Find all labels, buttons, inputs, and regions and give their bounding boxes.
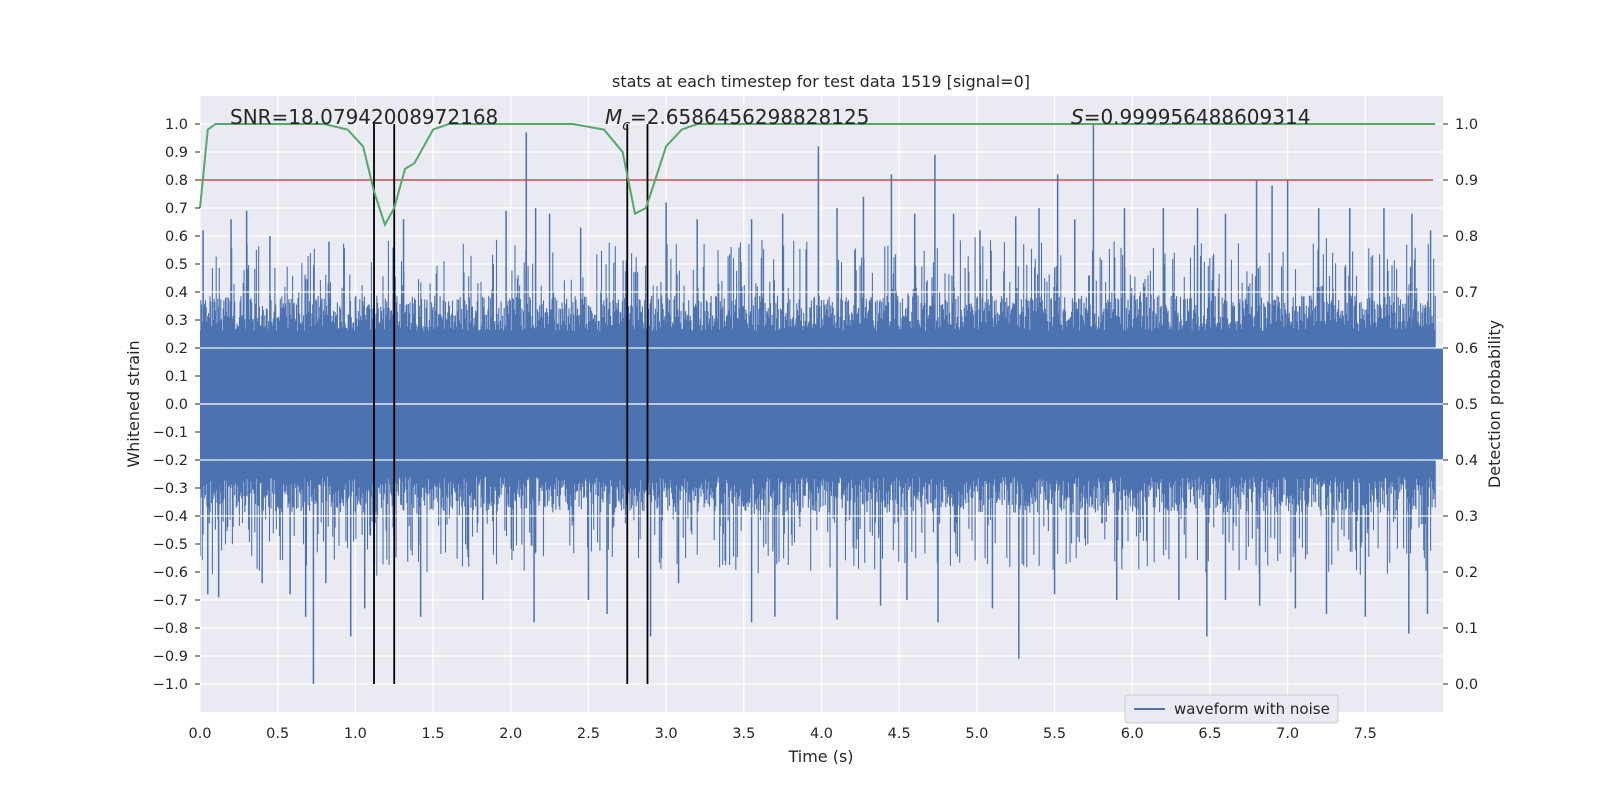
y-tick-label: 0.7	[165, 201, 188, 217]
x-tick-label: 1.0	[344, 726, 367, 742]
x-tick-label: 4.0	[810, 726, 833, 742]
y-tick-label: 0.9	[165, 145, 188, 161]
x-tick-label: 7.5	[1354, 726, 1377, 742]
chirp-mass-value: =2.6586456298828125	[630, 105, 869, 129]
snr-annotation: SNR=18.07942008972168	[230, 105, 498, 129]
x-tick-label: 0.5	[266, 726, 289, 742]
x-tick-label: 2.5	[577, 726, 600, 742]
x-tick-label: 6.5	[1198, 726, 1221, 742]
x-tick-label: 1.5	[422, 726, 445, 742]
score-annotation: S=0.999956488609314	[1071, 105, 1310, 129]
y-axis-label-right: Detection probability	[1485, 320, 1504, 488]
y-right-tick-label: 0.2	[1455, 565, 1478, 581]
y-tick-label: −0.7	[153, 593, 188, 609]
waveform-series	[200, 124, 1443, 684]
y-right-tick-label: 0.5	[1455, 397, 1478, 413]
y-axis-label-left: Whitened strain	[124, 340, 143, 467]
x-tick-label: 2.0	[499, 726, 522, 742]
y-tick-label: 0.5	[165, 257, 188, 273]
waveform-trace	[200, 237, 1436, 576]
x-tick-label: 3.0	[655, 726, 678, 742]
y-right-tick-label: 0.7	[1455, 285, 1478, 301]
y-tick-label: −0.6	[153, 565, 188, 581]
y-tick-label: 0.4	[165, 285, 188, 301]
y-ticks-right: 1.0 0.9 0.8 0.7 0.6 0.5 0.4 0.3 0.2 0.1 0.0	[1443, 117, 1478, 693]
legend: waveform with noise	[1124, 694, 1339, 724]
y-right-tick-label: 0.9	[1455, 173, 1478, 189]
x-tick-label: 3.5	[732, 726, 755, 742]
y-tick-label: −0.9	[153, 649, 188, 665]
y-tick-label: 0.0	[165, 397, 188, 413]
x-tick-label: 4.5	[888, 726, 911, 742]
x-ticks: 0.0 0.5 1.0 1.5 2.0 2.5 3.0 3.5 4.0 4.5 5.0 5.5 6.0 6…	[188, 726, 1376, 742]
detection-probability-series	[199, 123, 1436, 228]
y-tick-label: 0.2	[165, 341, 188, 357]
y-tick-label: 0.1	[165, 369, 188, 385]
y-tick-label: 0.3	[165, 313, 188, 329]
y-tick-label: −0.5	[153, 537, 188, 553]
y-tick-label: −1.0	[153, 677, 188, 693]
y-right-tick-label: 1.0	[1455, 117, 1478, 133]
y-tick-label: 0.6	[165, 229, 188, 245]
chirp-mass-annotation: Mc=2.6586456298828125	[605, 105, 869, 134]
x-tick-label: 7.0	[1276, 726, 1299, 742]
x-axis-label: Time (s)	[787, 747, 853, 766]
y-tick-label: −0.3	[153, 481, 188, 497]
y-right-tick-label: 0.3	[1455, 509, 1478, 525]
y-right-tick-label: 0.8	[1455, 229, 1478, 245]
x-tick-label: 5.0	[965, 726, 988, 742]
legend-box	[1124, 694, 1339, 724]
y-right-tick-label: 0.0	[1455, 677, 1478, 693]
y-tick-label: −0.2	[153, 453, 188, 469]
y-tick-label: 1.0	[165, 117, 188, 133]
legend-entry: waveform with noise	[1174, 700, 1330, 718]
chirp-mass-symbol: M	[605, 105, 622, 129]
y-tick-label: −0.4	[153, 509, 188, 525]
x-tick-label: 6.0	[1121, 726, 1144, 742]
chirp-mass-subscript: c	[622, 118, 630, 134]
y-tick-label: −0.1	[153, 425, 188, 441]
x-tick-label: 0.0	[188, 726, 211, 742]
score-symbol: S	[1071, 105, 1084, 129]
vertical-markers	[373, 124, 649, 684]
y-tick-label: −0.8	[153, 621, 188, 637]
y-right-tick-label: 0.6	[1455, 341, 1478, 357]
y-right-tick-label: 0.4	[1455, 453, 1478, 469]
y-right-tick-label: 0.1	[1455, 621, 1478, 637]
detection-probability-line	[199, 123, 1436, 228]
y-ticks-left: 1.0 0.9 0.8 0.7 0.6 0.5 0.4 0.3 0.2 0.1 0.0 −0.1 −0.…	[153, 117, 200, 693]
chart-title: stats at each timestep for test data 151…	[612, 72, 1030, 91]
x-tick-label: 5.5	[1043, 726, 1066, 742]
y-tick-label: 0.8	[165, 173, 188, 189]
score-value: =0.999956488609314	[1084, 105, 1311, 129]
